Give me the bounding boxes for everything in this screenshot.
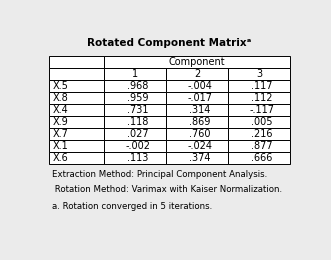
Polygon shape [228,104,290,116]
Polygon shape [104,92,166,104]
Polygon shape [104,68,166,80]
Polygon shape [166,68,228,80]
Text: .112: .112 [251,93,272,103]
Text: .374: .374 [189,153,211,163]
Polygon shape [228,140,290,152]
Text: X.1: X.1 [53,141,69,151]
Polygon shape [228,92,290,104]
Text: .216: .216 [251,129,272,139]
Text: .869: .869 [189,117,211,127]
Text: X.4: X.4 [53,105,69,115]
Text: X.8: X.8 [53,93,69,103]
Text: 1: 1 [132,69,138,79]
Text: -.002: -.002 [125,141,150,151]
Text: -.004: -.004 [187,81,212,91]
Polygon shape [49,140,104,152]
Text: 2: 2 [194,69,200,79]
Text: -.024: -.024 [187,141,212,151]
Text: -.017: -.017 [187,93,212,103]
Polygon shape [166,80,228,92]
Polygon shape [104,116,166,128]
Text: X.5: X.5 [53,81,69,91]
Polygon shape [166,104,228,116]
Text: Rotation Method: Varimax with Kaiser Normalization.: Rotation Method: Varimax with Kaiser Nor… [52,185,282,194]
Text: .760: .760 [189,129,211,139]
Polygon shape [49,56,104,68]
Text: -.117: -.117 [249,105,274,115]
Text: .666: .666 [251,153,272,163]
Polygon shape [228,68,290,80]
Polygon shape [49,116,104,128]
Polygon shape [166,116,228,128]
Text: .968: .968 [127,81,149,91]
Text: Extraction Method: Principal Component Analysis.: Extraction Method: Principal Component A… [52,170,267,179]
Polygon shape [49,104,104,116]
Polygon shape [228,152,290,164]
Text: X.9: X.9 [53,117,69,127]
Polygon shape [228,80,290,92]
Polygon shape [166,140,228,152]
Polygon shape [49,80,104,92]
Polygon shape [104,104,166,116]
Polygon shape [104,140,166,152]
Text: a. Rotation converged in 5 iterations.: a. Rotation converged in 5 iterations. [52,202,212,211]
Polygon shape [104,56,290,68]
Polygon shape [104,80,166,92]
Polygon shape [49,152,104,164]
Text: Component: Component [169,57,225,67]
Polygon shape [228,116,290,128]
Polygon shape [49,128,104,140]
Polygon shape [49,92,104,104]
Polygon shape [166,128,228,140]
Text: .005: .005 [251,117,272,127]
Text: .314: .314 [189,105,211,115]
Text: .117: .117 [251,81,272,91]
Text: .027: .027 [127,129,149,139]
Text: 3: 3 [256,69,262,79]
Text: X.7: X.7 [53,129,69,139]
Polygon shape [228,128,290,140]
Polygon shape [104,128,166,140]
Polygon shape [166,152,228,164]
Polygon shape [166,92,228,104]
Text: Rotated Component Matrixᵃ: Rotated Component Matrixᵃ [87,38,252,48]
Polygon shape [104,152,166,164]
Text: .731: .731 [127,105,149,115]
Text: .118: .118 [127,117,149,127]
Text: .113: .113 [127,153,149,163]
Text: .959: .959 [127,93,149,103]
Text: .877: .877 [251,141,273,151]
Text: X.6: X.6 [53,153,69,163]
Polygon shape [49,68,104,80]
